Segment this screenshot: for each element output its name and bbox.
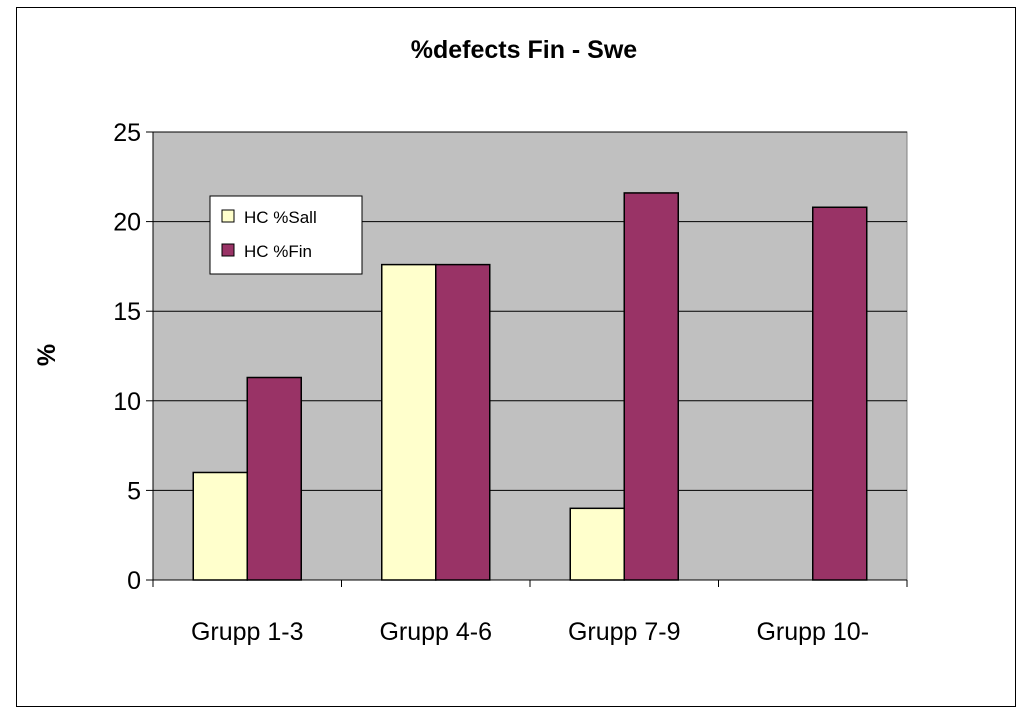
bar-fin	[623, 192, 679, 581]
plot-area: 0 5 10 15 20 25 Grupp 1-3 Grupp 4-6 Grupp 7-9 Gru…	[113, 119, 908, 646]
bar-sall	[381, 263, 437, 581]
bar-sall	[192, 471, 248, 581]
bar-sall	[569, 507, 625, 581]
bar-fin	[435, 263, 491, 581]
legend-swatch	[221, 243, 235, 257]
chart-title: %defects Fin - Swe	[411, 36, 638, 64]
bar-fin	[246, 376, 302, 581]
legend-label: HC %Sall	[244, 208, 317, 227]
x-tick-label: Grupp 1-3	[191, 618, 304, 646]
y-tick-label: 25	[113, 119, 141, 147]
y-axis-label: %	[33, 344, 61, 366]
legend-swatch	[221, 209, 235, 223]
bar-fin	[812, 206, 868, 581]
x-tick-label: Grupp 4-6	[379, 618, 492, 646]
x-tick-label: Grupp 7-9	[568, 618, 681, 646]
y-tick-label: 20	[113, 209, 141, 237]
legend-label: HC %Fin	[244, 242, 312, 261]
y-tick-label: 5	[127, 477, 141, 505]
y-tick-label: 0	[127, 567, 141, 595]
legend	[209, 195, 363, 275]
y-tick-label: 10	[113, 388, 141, 416]
y-tick-label: 15	[113, 298, 141, 326]
x-tick-label: Grupp 10-	[756, 618, 869, 646]
